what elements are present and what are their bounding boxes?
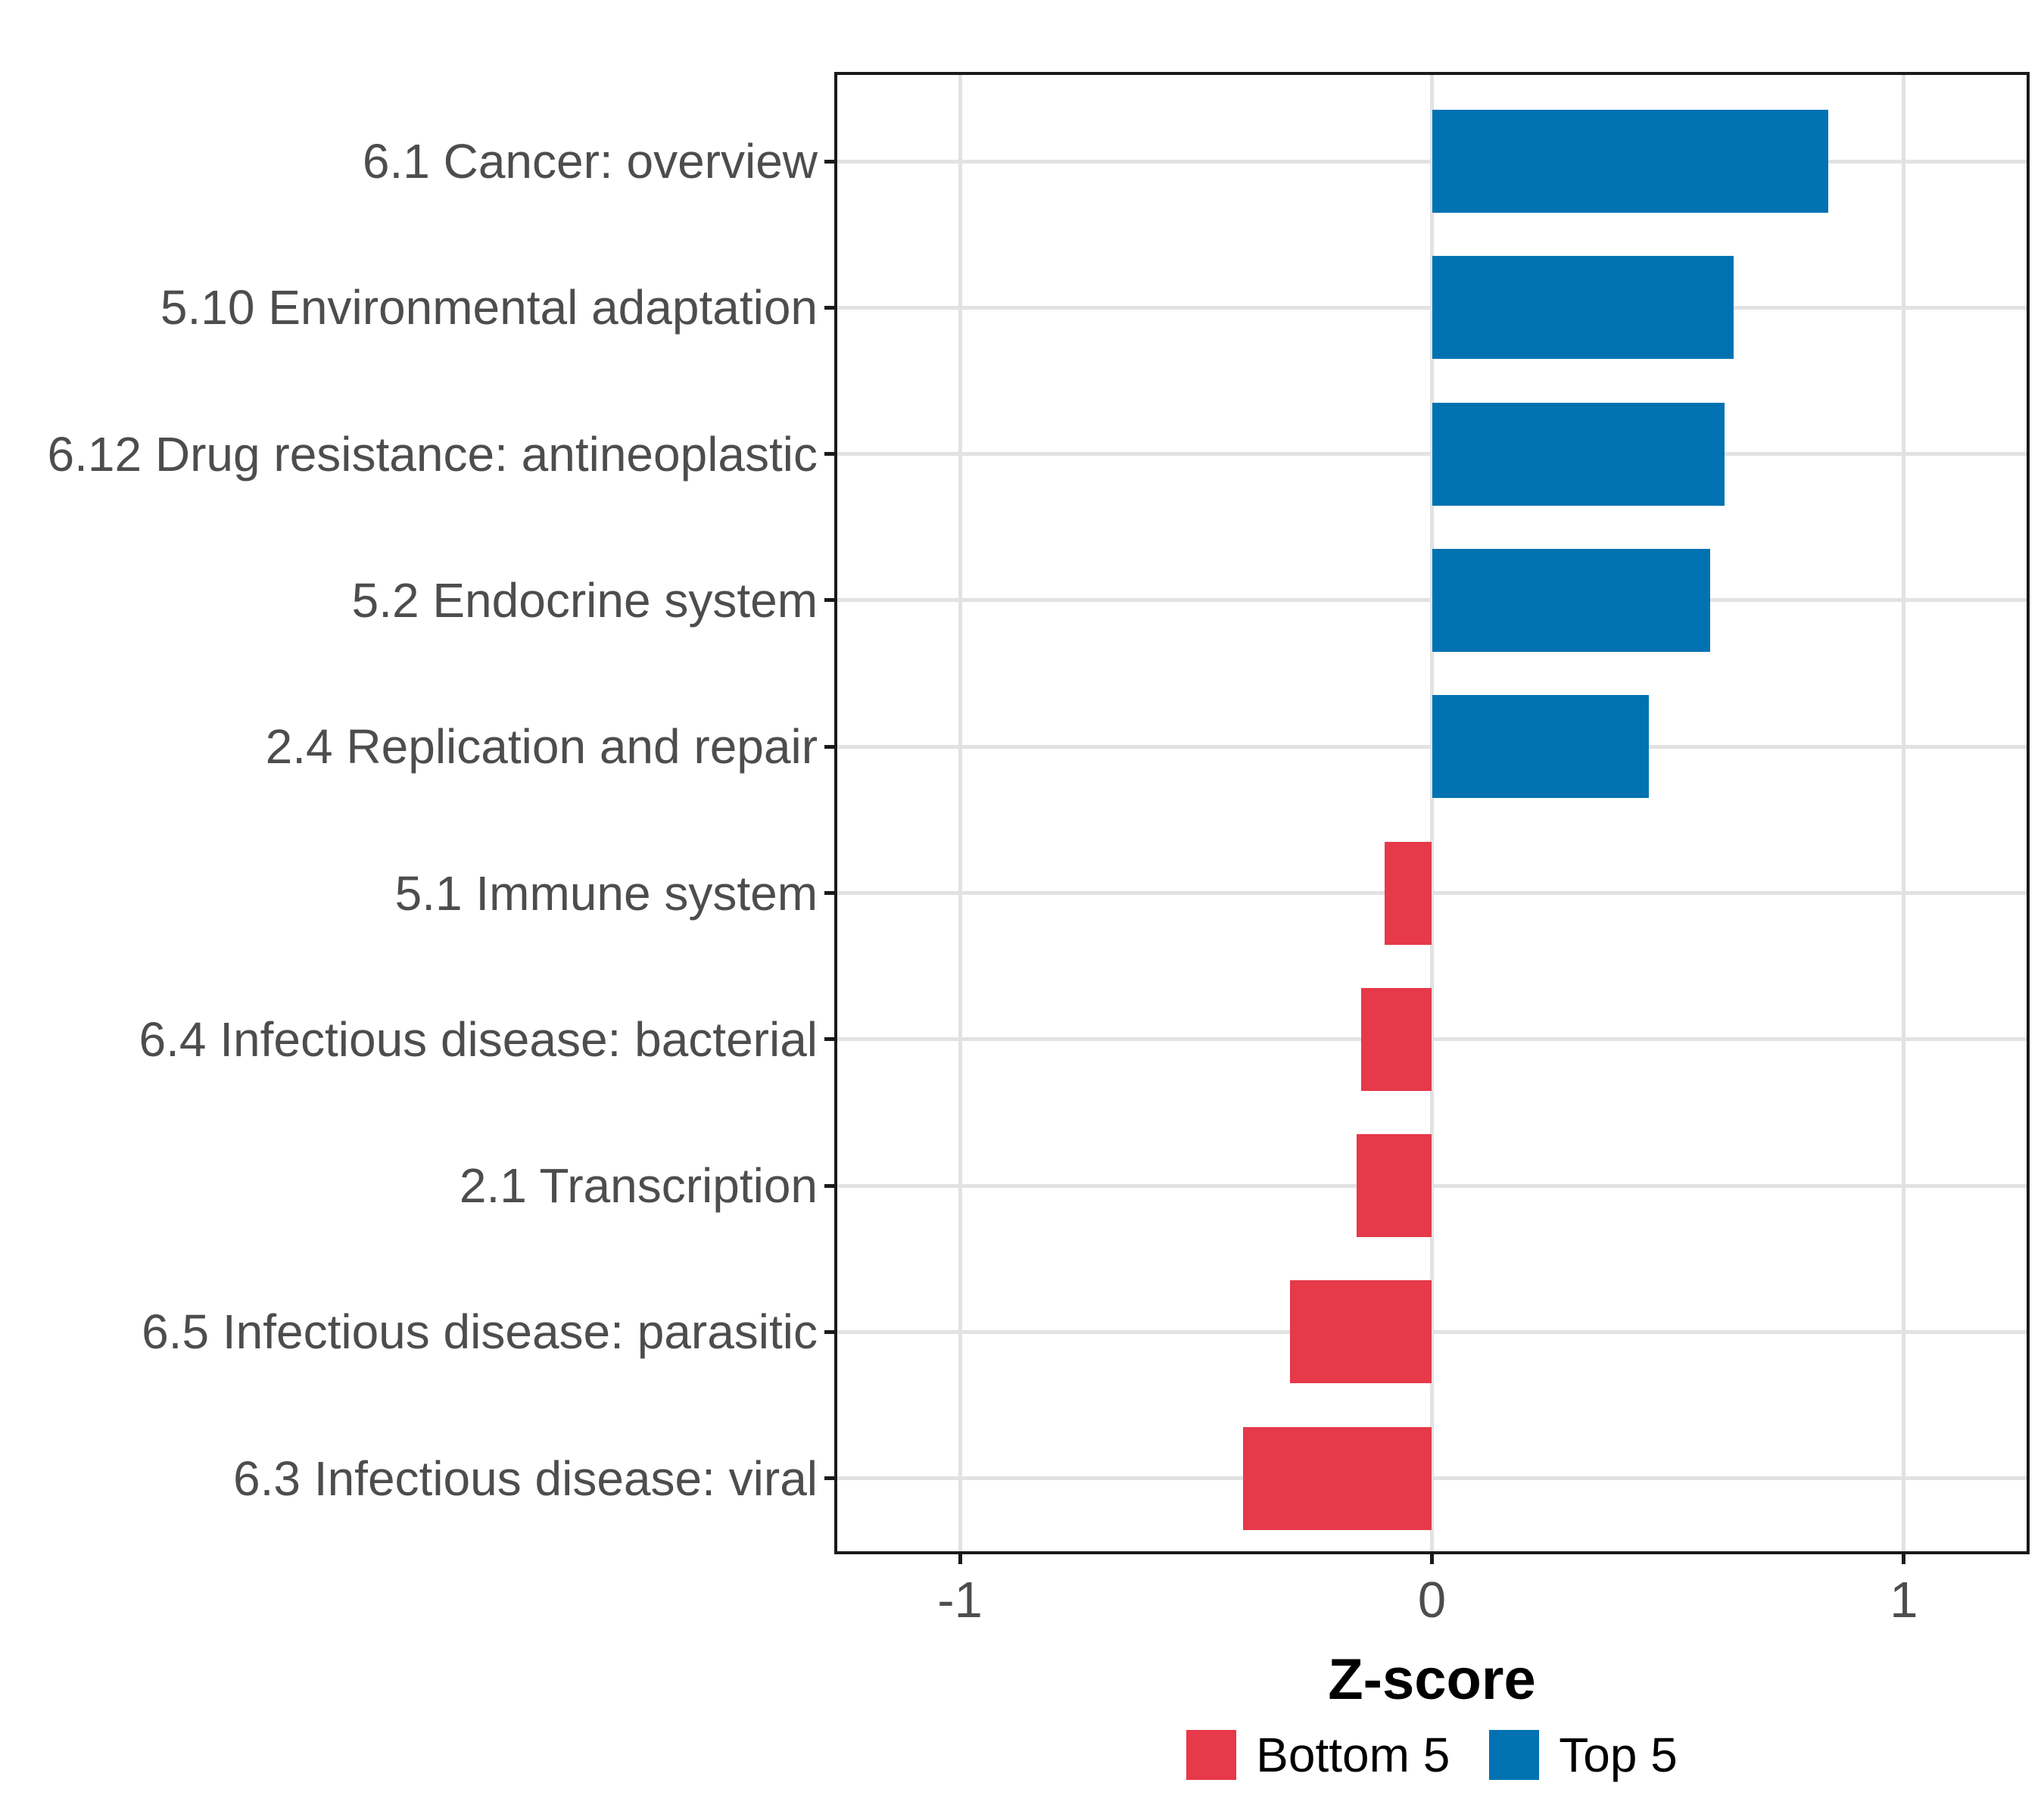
y-tick-mark bbox=[824, 1037, 836, 1042]
bar-top5 bbox=[1432, 110, 1829, 213]
x-tick-mark bbox=[1430, 1553, 1434, 1564]
gridline-row bbox=[837, 1183, 2027, 1188]
bar-top5 bbox=[1432, 548, 1711, 652]
plot-panel bbox=[837, 75, 2027, 1551]
bar-bottom5 bbox=[1385, 841, 1432, 945]
y-tick-mark bbox=[824, 1183, 836, 1188]
bar-top5 bbox=[1432, 402, 1725, 506]
y-tick-label: 6.1 Cancer: overview bbox=[362, 134, 818, 189]
x-tick-mark bbox=[1902, 1553, 1906, 1564]
legend-item-top5: Top 5 bbox=[1489, 1727, 1678, 1783]
gridline-row bbox=[837, 891, 2027, 895]
gridline-x--1 bbox=[958, 75, 962, 1551]
y-tick-mark bbox=[824, 1476, 836, 1481]
bar-bottom5 bbox=[1243, 1426, 1432, 1530]
x-tick-label: 1 bbox=[1890, 1572, 1918, 1628]
y-tick-label: 2.1 Transcription bbox=[459, 1158, 818, 1214]
y-tick-mark bbox=[824, 159, 836, 164]
bar-top5 bbox=[1432, 256, 1734, 360]
y-tick-mark bbox=[824, 305, 836, 310]
y-tick-label: 6.4 Infectious disease: bacterial bbox=[139, 1011, 818, 1067]
legend-swatch-bottom5 bbox=[1186, 1730, 1237, 1780]
gridline-row bbox=[837, 1476, 2027, 1481]
y-tick-mark bbox=[824, 452, 836, 457]
x-tick-label: -1 bbox=[937, 1572, 983, 1628]
bar-bottom5 bbox=[1290, 1280, 1432, 1384]
x-tick-mark bbox=[958, 1553, 962, 1564]
y-tick-mark bbox=[824, 891, 836, 895]
bar-top5 bbox=[1432, 695, 1650, 799]
y-tick-mark bbox=[824, 744, 836, 749]
y-tick-label: 6.5 Infectious disease: parasitic bbox=[142, 1304, 818, 1360]
y-tick-label: 5.1 Immune system bbox=[394, 865, 818, 921]
y-tick-label: 5.2 Endocrine system bbox=[351, 572, 818, 628]
bar-bottom5 bbox=[1360, 987, 1432, 1091]
legend-swatch-top5 bbox=[1489, 1730, 1540, 1780]
bar-bottom5 bbox=[1356, 1134, 1432, 1238]
gridline-row bbox=[837, 1037, 2027, 1042]
y-tick-mark bbox=[824, 1329, 836, 1334]
x-axis-title: Z-score bbox=[1328, 1647, 1536, 1712]
x-tick-label: 0 bbox=[1417, 1572, 1447, 1628]
y-tick-label: 6.3 Infectious disease: viral bbox=[233, 1451, 818, 1506]
y-tick-label: 2.4 Replication and repair bbox=[265, 719, 818, 774]
y-tick-mark bbox=[824, 598, 836, 603]
legend-item-bottom5: Bottom 5 bbox=[1186, 1727, 1450, 1783]
y-tick-label: 6.12 Drug resistance: antineoplastic bbox=[47, 426, 818, 482]
gridline-x-0 bbox=[1430, 75, 1434, 1551]
legend: Bottom 5 Top 5 bbox=[837, 1727, 2027, 1783]
gridline-row bbox=[837, 1329, 2027, 1334]
y-tick-label: 5.10 Environmental adaptation bbox=[160, 280, 818, 335]
gridline-x-1 bbox=[1902, 75, 1906, 1551]
legend-label-bottom5: Bottom 5 bbox=[1256, 1728, 1450, 1782]
legend-label-top5: Top 5 bbox=[1559, 1728, 1678, 1782]
